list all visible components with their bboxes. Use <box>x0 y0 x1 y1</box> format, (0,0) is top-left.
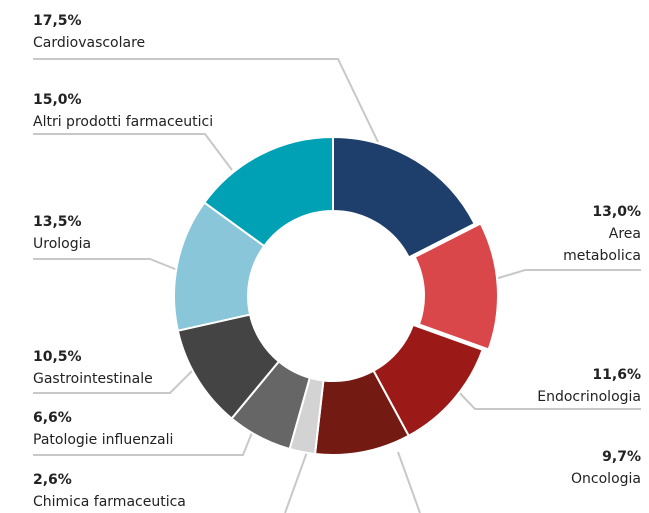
value-label: 13,5% <box>33 214 82 230</box>
leader-line <box>284 451 308 513</box>
value-label: 15,0% <box>33 92 82 108</box>
category-label: Altri prodotti farmaceutici <box>33 114 214 130</box>
category-label: Endocrinologia <box>537 389 641 405</box>
category-label: Gastrointestinale <box>33 371 153 387</box>
category-label: Oncologia <box>571 471 641 487</box>
slice-label: 13,0% Area metabolica <box>551 201 641 267</box>
leader-line <box>397 451 421 513</box>
slice-label: 11,6% Endocrinologia <box>537 364 641 408</box>
leader-line <box>33 424 256 456</box>
value-label: 17,5% <box>33 13 82 29</box>
leader-line <box>33 58 379 143</box>
leader-line <box>33 258 181 272</box>
slice-label: 10,5% Gastrointestinale <box>33 346 153 390</box>
leader-line <box>33 133 233 171</box>
value-label: 6,6% <box>33 410 72 426</box>
category-label: Area metabolica <box>563 226 641 264</box>
slice-label: 9,7% Oncologia <box>571 446 641 490</box>
value-label: 9,7% <box>602 449 641 465</box>
category-label: Cardiovascolare <box>33 35 146 51</box>
slice-label: 17,5% Cardiovascolare <box>33 10 145 54</box>
slice-label: 2,6% Chimica farmaceutica <box>33 469 186 513</box>
slice-label: 15,0% Altri prodotti farmaceutici <box>33 89 213 133</box>
value-label: 13,0% <box>592 204 641 220</box>
slice <box>202 135 334 248</box>
leader-line <box>491 269 641 281</box>
slice <box>413 222 499 351</box>
value-label: 11,6% <box>592 367 641 383</box>
category-label: Patologie influenzali <box>33 432 174 448</box>
category-label: Urologia <box>33 236 92 252</box>
value-label: 2,6% <box>33 472 72 488</box>
slice-label: 13,5% Urologia <box>33 211 91 255</box>
category-label: Chimica farmaceutica <box>33 494 186 510</box>
leader-lines <box>33 58 641 513</box>
value-label: 10,5% <box>33 349 82 365</box>
slice-label: 6,6% Patologie influenzali <box>33 407 173 451</box>
slice <box>332 135 477 259</box>
slices <box>173 135 499 456</box>
leader-line <box>33 369 194 394</box>
